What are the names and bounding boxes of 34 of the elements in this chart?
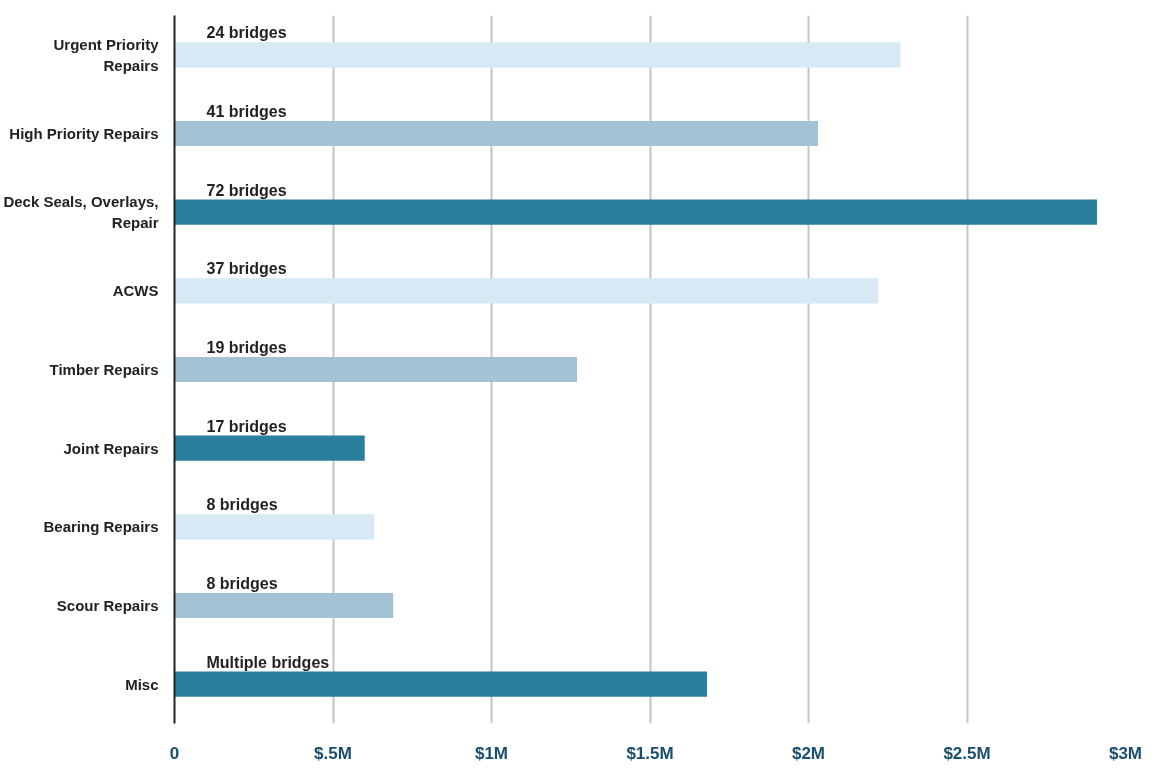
bar bbox=[174, 120, 819, 147]
bar bbox=[174, 278, 879, 304]
bar bbox=[174, 42, 901, 68]
y-tick-label: Scour Repairs bbox=[56, 597, 159, 614]
bar bbox=[174, 671, 708, 697]
x-tick-label: $3M bbox=[1108, 743, 1143, 763]
annotation: 72 bridges bbox=[206, 181, 287, 199]
annotation: 8 bridges bbox=[206, 575, 278, 593]
annotation: 37 bridges bbox=[206, 260, 287, 278]
annotation: 17 bridges bbox=[206, 417, 287, 435]
y-tick-label: Urgent Priority Repairs bbox=[53, 36, 160, 74]
annotation: 41 bridges bbox=[206, 103, 287, 121]
annotation: 19 bridges bbox=[206, 339, 287, 357]
y-tick-label: High Priority Repairs bbox=[9, 125, 159, 142]
x-tick-label: $1M bbox=[474, 743, 509, 763]
x-tick-label: 0 bbox=[169, 743, 180, 763]
bar bbox=[174, 356, 578, 383]
annotation: 8 bridges bbox=[206, 496, 278, 514]
y-tick-label: Deck Seals, Overlays, Repair bbox=[3, 193, 159, 231]
bar bbox=[174, 435, 365, 461]
annotation: Multiple bridges bbox=[206, 653, 330, 671]
x-tick-label: $2.5M bbox=[943, 743, 991, 763]
bar bbox=[174, 514, 375, 540]
bar bbox=[174, 592, 394, 619]
y-tick-label: Joint Repairs bbox=[63, 439, 159, 457]
x-tick-label: $.5M bbox=[314, 743, 352, 763]
y-tick-label: Misc bbox=[125, 675, 159, 693]
bar bbox=[174, 199, 1097, 225]
x-tick-label: $2M bbox=[791, 743, 826, 763]
y-tick-label: Timber Repairs bbox=[49, 361, 159, 378]
annotation: 24 bridges bbox=[206, 24, 287, 42]
x-tick-label: $1.5M bbox=[626, 743, 674, 763]
y-tick-label: ACWS bbox=[112, 282, 159, 300]
y-tick-label: Bearing Repairs bbox=[43, 518, 159, 536]
